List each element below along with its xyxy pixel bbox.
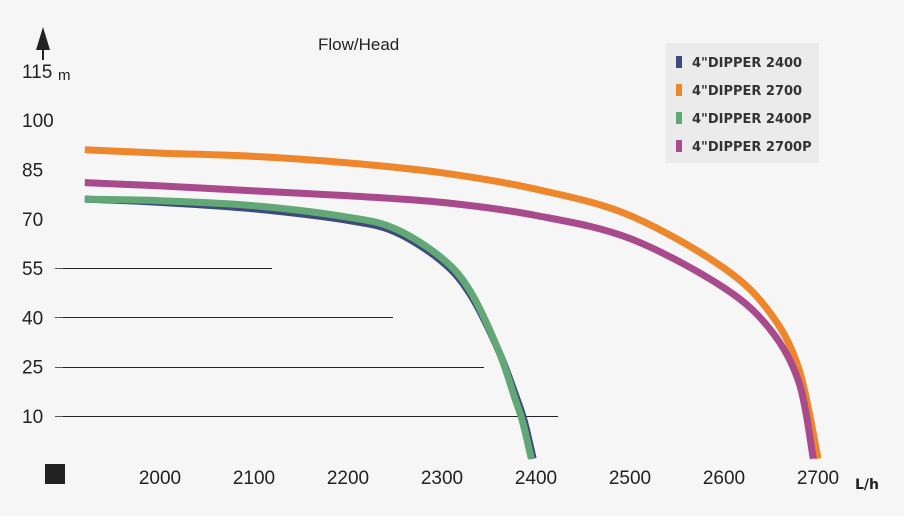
legend-swatch-dipper-2700 (676, 84, 682, 96)
x-tick-label: 2000 (139, 468, 181, 489)
legend-label-dipper-2400p: 4"DIPPER 2400P (692, 112, 812, 127)
y-tick-label: 25 (22, 358, 43, 379)
x-tick-label: 2400 (515, 468, 557, 489)
series-line-dipper-2700 (84, 146, 822, 460)
x-tick-label: 2100 (233, 468, 275, 489)
legend-label-dipper-2400: 4"DIPPER 2400 (692, 56, 802, 71)
y-tick-label: 70 (22, 210, 43, 231)
x-axis-unit: L/h (855, 477, 879, 493)
x-tick-label: 2300 (421, 468, 463, 489)
origin-marker (45, 464, 65, 484)
x-tick-label: 2200 (327, 468, 369, 489)
series-line-dipper-2700p (84, 179, 817, 460)
y-tick-label: 115 (22, 62, 52, 83)
legend: 4"DIPPER 2400 4"DIPPER 2700 4"DIPPER 2400P… (666, 43, 819, 163)
y-tick-label: 85 (22, 161, 43, 182)
chart-title: Flow/Head (318, 35, 399, 54)
y-tick-label: 10 (22, 407, 43, 428)
y-tick-label: 55 (22, 259, 43, 280)
y-tick-label: 40 (22, 308, 43, 329)
legend-swatch-dipper-2400p (676, 112, 682, 124)
series-line-dipper-2400 (84, 195, 537, 460)
legend-swatch-dipper-2400 (676, 56, 682, 68)
x-tick-label: 2700 (797, 468, 839, 489)
y-tick-label: 100 (22, 111, 54, 132)
x-tick-label: 2600 (703, 468, 745, 489)
legend-swatch-dipper-2700p (676, 140, 682, 152)
x-tick-label: 2500 (609, 468, 651, 489)
legend-box (666, 43, 819, 163)
series-line-dipper-2400p (84, 195, 535, 460)
y-axis-arrow-icon (36, 27, 50, 50)
y-axis-unit: m (58, 67, 71, 84)
legend-label-dipper-2700: 4"DIPPER 2700 (692, 84, 802, 99)
legend-label-dipper-2700p: 4"DIPPER 2700P (692, 140, 812, 155)
